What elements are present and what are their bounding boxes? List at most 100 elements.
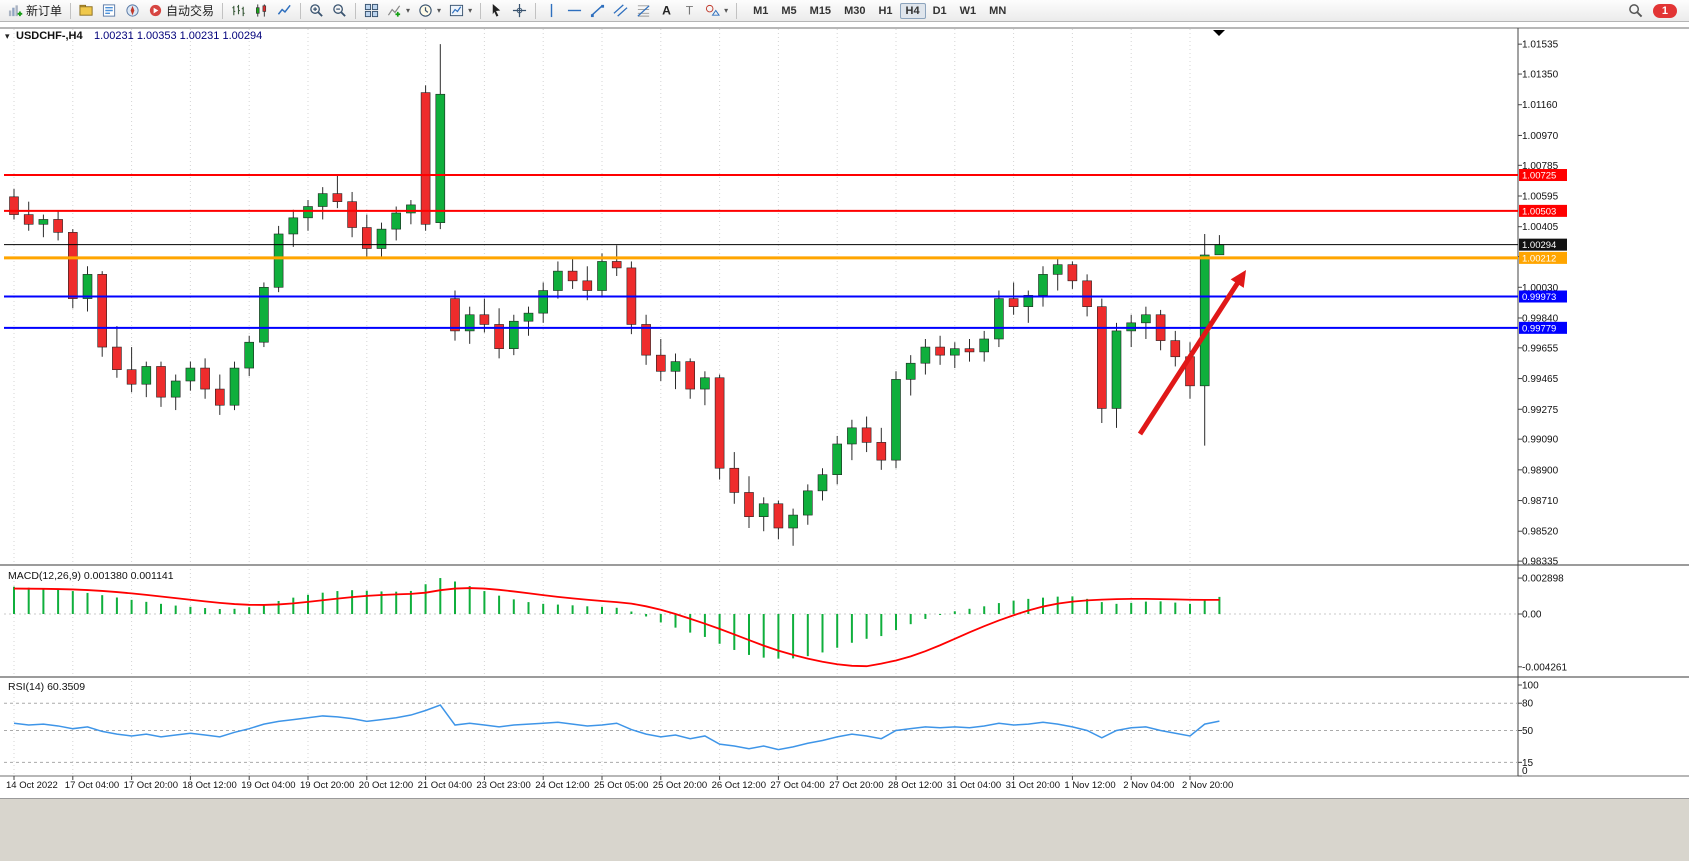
candle <box>170 380 181 398</box>
search-button[interactable] <box>1624 0 1647 22</box>
toolbar-separator <box>300 2 302 19</box>
candle <box>567 270 578 282</box>
rsi-line <box>13 704 1220 751</box>
macd-label: MACD(12,26,9) 0.001380 0.001141 <box>8 570 174 582</box>
time-axis-label: 18 Oct 12:00 <box>182 780 236 791</box>
dropdown-arrow-icon[interactable]: ▾ <box>724 6 729 15</box>
fibo-button[interactable] <box>632 0 655 22</box>
notification-badge[interactable]: 1 <box>1652 3 1677 18</box>
cursor-button[interactable] <box>485 0 508 22</box>
bar-chart-button[interactable] <box>227 0 250 22</box>
candle <box>538 290 549 314</box>
autotrade-button[interactable]: 自动交易 <box>144 0 218 22</box>
periods-button[interactable]: ▾ <box>414 0 445 22</box>
dropdown-arrow-icon[interactable]: ▾ <box>468 6 473 15</box>
channel-button[interactable] <box>609 0 632 22</box>
timeframe-m30-button[interactable]: M30 <box>844 4 866 17</box>
candle <box>112 346 122 370</box>
timeframe-h4-button[interactable]: H4 <box>899 2 926 19</box>
candle <box>1038 274 1048 296</box>
candle <box>229 367 240 406</box>
timeframe-w1-button[interactable]: W1 <box>959 4 977 17</box>
shapes-icon <box>705 3 721 18</box>
trend-arrow[interactable] <box>1137 276 1244 436</box>
candle <box>200 367 210 390</box>
chart-ohlc-values: 1.00231 1.00353 1.00231 1.00294 <box>94 30 262 42</box>
indicators-button[interactable]: ▾ <box>383 0 414 22</box>
navigator-button[interactable] <box>121 0 144 22</box>
profiles-button[interactable] <box>75 0 98 22</box>
zoom-out-button[interactable] <box>328 0 351 22</box>
price-axis-label: 1.00030 <box>1522 283 1559 294</box>
candle <box>773 503 784 529</box>
svg-text:0.99973: 0.99973 <box>1522 292 1556 303</box>
candle <box>317 193 328 207</box>
timeframe-m5-button[interactable]: M5 <box>781 4 797 17</box>
trendline-button[interactable] <box>586 0 609 22</box>
time-axis-label: 25 Oct 05:00 <box>594 780 648 791</box>
label-icon: T <box>682 3 697 18</box>
candle <box>847 427 857 445</box>
market-watch-icon <box>102 3 117 18</box>
candle <box>259 286 269 343</box>
trendline-icon <box>590 3 605 18</box>
candle <box>949 348 960 356</box>
candle <box>817 474 828 492</box>
crosshair-icon <box>512 3 527 18</box>
time-axis-label: 14 Oct 2022 <box>6 780 58 791</box>
timeframe-h1-button[interactable]: H1 <box>878 4 893 17</box>
candle <box>1008 298 1019 307</box>
collapse-arrow-icon[interactable]: ▾ <box>5 31 10 41</box>
grid-layer <box>13 29 1191 775</box>
svg-text:1.00294: 1.00294 <box>1522 240 1556 251</box>
candle-chart-button[interactable] <box>250 0 273 22</box>
timeframe-d1-button[interactable]: D1 <box>932 4 947 17</box>
line-chart-button[interactable] <box>273 0 296 22</box>
text-icon: A <box>659 3 674 18</box>
price-axis-label: 0.98520 <box>1522 527 1559 538</box>
candle <box>435 93 446 223</box>
label-button[interactable]: T <box>678 0 701 22</box>
price-axis-label: 0.98900 <box>1522 465 1559 476</box>
profiles-icon <box>79 3 94 18</box>
chart-shift-marker-icon[interactable] <box>1213 30 1225 36</box>
time-axis-label: 26 Oct 12:00 <box>712 780 766 791</box>
price-tag: 0.99973 <box>1519 290 1567 303</box>
svg-text:1.00212: 1.00212 <box>1522 253 1556 264</box>
candle <box>758 503 769 517</box>
candle <box>185 367 196 382</box>
dropdown-arrow-icon[interactable]: ▾ <box>437 6 442 15</box>
candle <box>1170 340 1181 358</box>
templates-button[interactable]: ▾ <box>445 0 476 22</box>
shapes-button[interactable]: ▾ <box>701 0 732 22</box>
macd-axis-label: 0.00 <box>1522 610 1542 621</box>
zoom-in-button[interactable] <box>305 0 328 22</box>
hline-button[interactable] <box>563 0 586 22</box>
candle <box>979 338 990 353</box>
crosshair-button[interactable] <box>508 0 531 22</box>
market-watch-button[interactable] <box>98 0 121 22</box>
price-axis-label: 1.00970 <box>1522 131 1559 142</box>
price-axis-label: 1.01160 <box>1522 100 1558 111</box>
tile-windows-button[interactable] <box>360 0 383 22</box>
timeframe-m15-button[interactable]: M15 <box>809 4 832 17</box>
candle <box>714 377 725 469</box>
autotrade-icon <box>148 3 163 18</box>
candle <box>53 219 63 233</box>
vline-button[interactable] <box>540 0 563 22</box>
dropdown-arrow-icon[interactable]: ▾ <box>406 6 411 15</box>
navigator-icon <box>125 3 140 18</box>
timeframe-mn-button[interactable]: MN <box>989 4 1007 17</box>
price-tag: 1.00294 <box>1519 238 1567 251</box>
candle <box>406 204 416 214</box>
timeframe-m1-button[interactable]: M1 <box>753 4 769 17</box>
text-button[interactable]: A <box>655 0 678 22</box>
price-tag: 1.00503 <box>1519 204 1567 217</box>
candle <box>1023 295 1034 307</box>
candle <box>905 362 916 380</box>
rsi-axis-label: 15 <box>1522 758 1534 769</box>
candle <box>126 369 137 385</box>
new-order-button-label: 新订单 <box>26 4 63 18</box>
new-order-button[interactable]: 新订单 <box>4 0 66 22</box>
